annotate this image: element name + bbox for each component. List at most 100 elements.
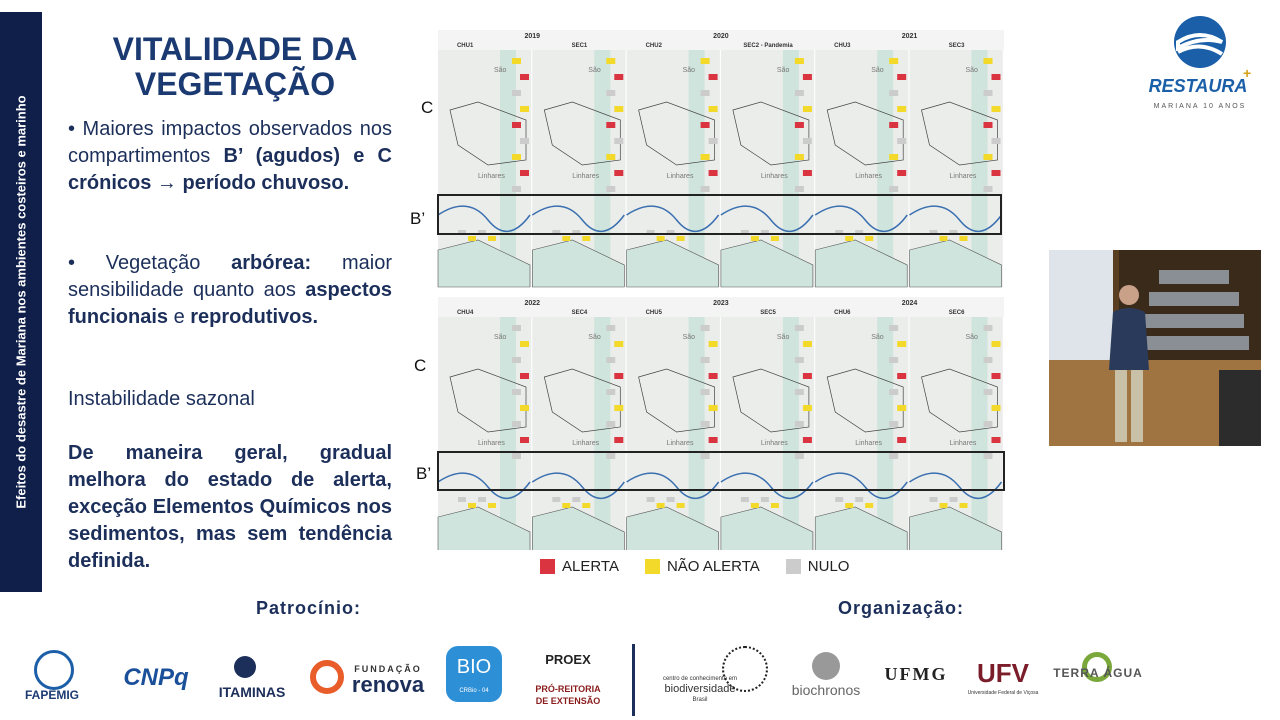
status-patch	[794, 357, 804, 363]
logo-subtitle: MARIANA 10 ANOS	[1154, 103, 1247, 110]
place-label: São	[588, 334, 601, 341]
status-patch	[520, 74, 529, 80]
logo-text: PRÓ-REITORIA	[535, 684, 601, 694]
map-grid: 2019 2020 2021 CHU1 São Linhares SEC1 São Linhar…	[437, 30, 1005, 550]
status-patch	[991, 341, 1001, 347]
status-patch	[991, 138, 1001, 144]
status-patch	[802, 74, 812, 80]
legend: ALERTA NÃO ALERTA NULO	[540, 556, 849, 576]
paragraph: • Maiores impactos observados nos compar…	[68, 116, 392, 197]
panel-label: CHU5	[646, 310, 663, 316]
legend-label: ALERTA	[562, 557, 619, 575]
status-patch	[794, 325, 804, 331]
status-patch	[794, 58, 804, 64]
logo-icon	[446, 646, 502, 702]
land-area	[814, 506, 908, 550]
status-patch	[512, 90, 521, 96]
status-patch	[983, 421, 993, 427]
text-run: e	[168, 306, 191, 328]
status-patch	[606, 90, 616, 96]
status-patch	[614, 405, 624, 411]
sea-band	[500, 317, 516, 550]
logo-text: FAPEMIG	[24, 688, 79, 702]
land-area	[626, 506, 719, 550]
logo-text: CNPq	[123, 664, 189, 691]
status-patch	[760, 230, 769, 235]
logo-icon	[1082, 652, 1112, 682]
restaura-logo: RESTAURA + MARIANA 10 ANOS	[1149, 16, 1251, 110]
status-patch	[708, 170, 718, 176]
status-patch	[606, 58, 616, 64]
place-label: Linhares	[950, 440, 977, 447]
status-patch	[889, 90, 899, 96]
boundary	[543, 101, 621, 166]
place-label: Linhares	[478, 173, 505, 180]
status-patch	[889, 325, 899, 331]
year-label: 2022	[525, 300, 541, 307]
river	[814, 205, 908, 232]
river	[720, 205, 814, 232]
status-patch	[770, 236, 779, 241]
status-patch	[983, 325, 993, 331]
panel-label: CHU1	[457, 43, 474, 49]
text-run: De maneira geral, gradual melhora do est…	[68, 442, 392, 572]
status-patch	[488, 503, 496, 508]
place-label: São	[683, 334, 696, 341]
status-patch	[983, 186, 993, 192]
status-patch	[468, 503, 476, 508]
text-run: reprodutivos.	[190, 306, 319, 328]
sea-band	[500, 50, 516, 287]
status-patch	[802, 373, 812, 379]
status-patch	[983, 154, 993, 160]
year-label: 2019	[525, 33, 541, 40]
legend-item: NULO	[785, 556, 849, 576]
status-patch	[700, 325, 710, 331]
logo-text: ITAMINAS	[218, 684, 286, 700]
logo-text: biodiversidade	[664, 683, 736, 695]
boundary	[732, 101, 810, 166]
status-patch	[889, 58, 899, 64]
land-area	[532, 239, 625, 288]
river	[909, 472, 1003, 499]
status-patch	[582, 503, 591, 508]
status-patch	[897, 106, 907, 112]
status-patch	[468, 236, 476, 241]
status-patch	[676, 503, 685, 508]
panel-label: SEC3	[949, 43, 965, 49]
place-label: Linhares	[950, 173, 977, 180]
year-label: 2021	[902, 33, 918, 40]
place-label: São	[777, 334, 790, 341]
place-label: São	[683, 67, 696, 74]
sea-band	[782, 317, 799, 550]
sea-band	[877, 50, 894, 287]
logo-icon	[310, 660, 344, 694]
sponsors-title: Patrocínio:	[256, 598, 362, 618]
status-patch	[572, 230, 581, 235]
status-patch	[520, 138, 529, 144]
status-patch	[897, 74, 907, 80]
status-patch	[794, 389, 804, 395]
status-patch	[512, 453, 521, 459]
place-label: Linhares	[572, 173, 599, 180]
status-patch	[512, 154, 521, 160]
status-patch	[802, 341, 812, 347]
status-patch	[802, 138, 812, 144]
status-patch	[478, 497, 486, 502]
status-patch	[845, 503, 854, 508]
text-run: aspectos funcionais	[68, 279, 392, 328]
river	[626, 205, 720, 232]
status-patch	[512, 122, 521, 128]
sea-band	[877, 317, 894, 550]
logo-text: Brasil	[692, 697, 708, 703]
panel-label: SEC6	[949, 310, 965, 316]
panel-label: CHU4	[457, 310, 474, 316]
status-patch	[855, 230, 864, 235]
status-patch	[666, 497, 675, 502]
status-patch	[794, 90, 804, 96]
logo-text: Universidade Federal de Viçosa	[967, 690, 1039, 696]
logo-text: PROEX	[545, 652, 591, 667]
logo-text: biochronos	[791, 682, 861, 698]
panel-label: CHU3	[834, 43, 851, 49]
status-patch	[983, 357, 993, 363]
status-patch	[889, 389, 899, 395]
